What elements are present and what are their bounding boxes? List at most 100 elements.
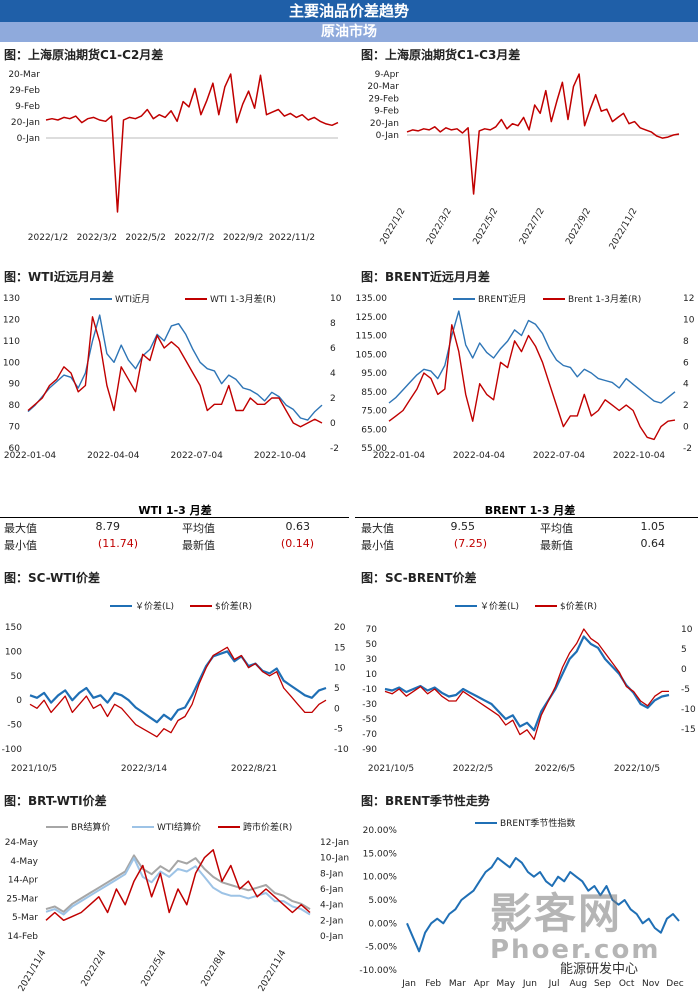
legend-label: BRENT近月 xyxy=(478,293,526,305)
y2-tick-label: 12-Jan xyxy=(320,838,349,848)
y-tick-label: 10 xyxy=(366,670,378,680)
y-tick-label: -100 xyxy=(2,745,23,755)
x-tick-label: 2021/10/5 xyxy=(368,764,414,774)
x-tick-label: 2022-10-04 xyxy=(254,451,307,461)
y2-tick-label: 10 xyxy=(681,625,693,635)
y-tick-label: 55.00 xyxy=(361,444,387,454)
series-line xyxy=(27,316,323,428)
y-tick-label: 150 xyxy=(5,623,22,633)
y2-tick-label: -15 xyxy=(681,725,696,735)
y-tick-label: 9-Feb xyxy=(374,107,399,117)
y2-tick-label: -5 xyxy=(681,685,690,695)
y-tick-label: 75.00 xyxy=(361,407,387,417)
y-tick-label: 24-May xyxy=(5,838,39,848)
chart-wti-spread: WTI近月 WTI 1-3月差(R)13012011010090807060108… xyxy=(3,293,342,461)
y2-tick-label: 0-Jan xyxy=(320,932,343,942)
y2-tick-label: 8 xyxy=(683,337,689,347)
x-tick-label: 2022/8/4 xyxy=(200,948,229,988)
stat-label: 最小值 xyxy=(4,539,37,552)
x-tick-label: 2022/9/2 xyxy=(223,233,263,243)
stat-value: 0.63 xyxy=(285,520,311,533)
series-line xyxy=(27,314,323,421)
y-tick-label: 135.00 xyxy=(356,294,388,304)
stat-value: (0.14) xyxy=(280,537,314,550)
chart-title: 图：SC-WTI价差 xyxy=(4,571,101,585)
stat-label: 最大值 xyxy=(4,522,37,535)
y-tick-label: 70 xyxy=(366,625,378,635)
stat-label: 最新值 xyxy=(540,539,573,552)
series-line xyxy=(384,628,669,741)
legend-label: ￥价差(L) xyxy=(480,600,519,612)
y2-tick-label: 10 xyxy=(334,664,346,674)
y-tick-label: -50 xyxy=(7,721,22,731)
y-tick-label: 95.00 xyxy=(361,369,387,379)
y-tick-label: 90 xyxy=(9,380,21,390)
chart-sc-c1c3: 9-Apr 20-Mar 29-Feb 9-Feb 20-Jan 0-Jan 2022/1/… xyxy=(367,70,680,251)
divider xyxy=(355,517,698,518)
x-tick-label: 2022-07-04 xyxy=(533,451,586,461)
x-tick-label: Jun xyxy=(522,979,537,989)
y2-tick-label: 4 xyxy=(330,369,336,379)
x-tick-label: Aug xyxy=(569,979,587,989)
chart-title: 图：上海原油期货C1-C3月差 xyxy=(361,48,521,62)
x-tick-label: 2022/5/2 xyxy=(472,207,501,247)
x-tick-label: 2022-04-04 xyxy=(453,451,506,461)
brent-stats-head: BRENT 1-3 月差 xyxy=(484,504,576,517)
y2-tick-label: -2 xyxy=(683,444,692,454)
y-tick-label: 29-Feb xyxy=(368,94,399,104)
x-tick-label: 2022/3/14 xyxy=(121,764,167,774)
x-tick-label: Nov xyxy=(642,979,660,989)
y2-tick-label: 4-Jan xyxy=(320,901,343,911)
y-tick-label: -10.00% xyxy=(359,966,397,976)
watermark-text: 影客网 xyxy=(490,889,623,938)
y-tick-label: 20.00% xyxy=(363,826,398,836)
x-tick-label: 2022/9/2 xyxy=(564,207,593,247)
x-tick-label: 2022-07-04 xyxy=(171,451,224,461)
y2-tick-label: 2-Jan xyxy=(320,916,343,926)
stat-label: 最新值 xyxy=(182,539,215,552)
x-tick-label: 2022/10/5 xyxy=(614,764,660,774)
series-line xyxy=(45,73,339,213)
y2-tick-label: 6 xyxy=(330,344,336,354)
chart-brt-wti: BR结算价 WTI结算价 跨市价差(R) 24-May 4-May 14-Apr 25-Ma… xyxy=(5,821,349,993)
y2-tick-label: -2 xyxy=(330,444,339,454)
legend-label: $价差(R) xyxy=(215,600,252,612)
x-tick-label: 2022/7/2 xyxy=(518,207,547,247)
legend-label: WTI结算价 xyxy=(157,821,201,833)
y2-tick-label: 5 xyxy=(681,645,687,655)
y-tick-label: 100 xyxy=(3,358,20,368)
x-tick-label: Jan xyxy=(401,979,416,989)
y-tick-label: -70 xyxy=(362,730,377,740)
y-tick-label: 9-Apr xyxy=(375,70,400,80)
legend-label: BRENT季节性指数 xyxy=(500,817,575,829)
y-tick-label: 120 xyxy=(3,315,20,325)
y2-tick-label: 0 xyxy=(683,423,689,433)
y-tick-label: 20-Jan xyxy=(11,118,40,128)
y-tick-label: 20-Jan xyxy=(370,119,399,129)
legend-label: ￥价差(L) xyxy=(135,600,174,612)
x-tick-label: 2022/3/2 xyxy=(425,207,454,247)
y-tick-label: 20-Mar xyxy=(8,70,40,80)
x-tick-label: 2022/2/4 xyxy=(80,948,109,988)
stat-value: (11.74) xyxy=(97,537,138,550)
legend-label: WTI 1-3月差(R) xyxy=(210,293,276,305)
x-tick-label: 2022/5/4 xyxy=(140,948,169,988)
watermark: 影客网 Phoer.com xyxy=(490,880,660,965)
y-tick-label: 25-Mar xyxy=(6,894,38,904)
chart-title: 图：上海原油期货C1-C2月差 xyxy=(4,48,164,62)
y2-tick-label: 4 xyxy=(683,380,689,390)
x-tick-label: 2022/2/5 xyxy=(453,764,493,774)
x-tick-label: 2022-01-04 xyxy=(4,451,57,461)
y-tick-label: 20-Mar xyxy=(367,82,399,92)
stat-value: (7.25) xyxy=(453,537,487,550)
legend-label: BR结算价 xyxy=(71,821,110,833)
y2-tick-label: 10-Jan xyxy=(320,854,349,864)
x-tick-label: 2022-10-04 xyxy=(613,451,666,461)
series-line xyxy=(388,310,676,404)
y2-tick-label: 5 xyxy=(334,684,340,694)
y-tick-label: 80 xyxy=(9,401,21,411)
series-line xyxy=(45,854,311,913)
y2-tick-label: 0 xyxy=(330,419,336,429)
x-tick-label: 2021/11/4 xyxy=(17,948,49,993)
y-tick-label: 9-Feb xyxy=(15,102,40,112)
